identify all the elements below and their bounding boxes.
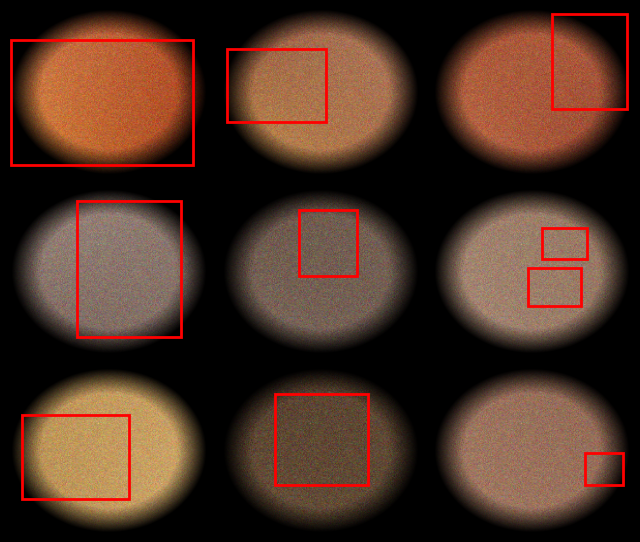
Bar xyxy=(542,228,588,259)
Bar xyxy=(22,415,129,499)
Bar xyxy=(527,268,581,306)
Bar xyxy=(227,48,326,121)
Bar xyxy=(275,395,367,485)
Bar xyxy=(300,210,357,276)
Bar xyxy=(552,14,627,109)
Bar xyxy=(11,40,193,165)
Bar xyxy=(586,454,623,485)
Bar xyxy=(77,202,180,337)
